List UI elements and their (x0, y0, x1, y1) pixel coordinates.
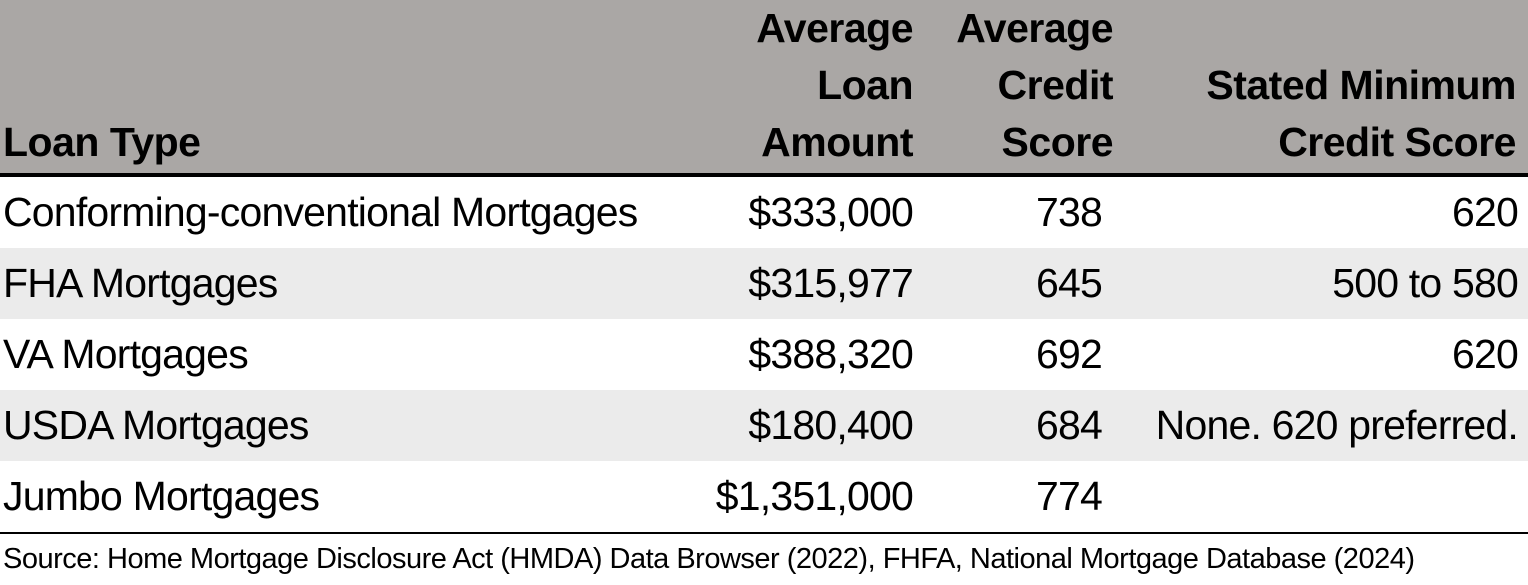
column-header-average-credit-score: Average Credit Score (927, 0, 1115, 177)
source-note: Source: Home Mortgage Disclosure Act (HM… (3, 543, 1415, 575)
cell-average-credit-score: 645 (1035, 260, 1103, 306)
cell-loan-type: VA Mortgages (3, 331, 249, 377)
table-row: FHA Mortgages $315,977 645 500 to 580 (0, 248, 1528, 319)
cell-stated-minimum: 500 to 580 (1332, 260, 1519, 306)
table-row: USDA Mortgages $180,400 684 None. 620 pr… (0, 390, 1528, 461)
cell-stated-minimum: 620 (1451, 189, 1519, 235)
cell-average-credit-score: 774 (1035, 473, 1103, 519)
cell-average-loan-amount: $315,977 (748, 260, 913, 306)
cell-average-loan-amount: $388,320 (748, 331, 913, 377)
table-row: VA Mortgages $388,320 692 620 (0, 319, 1528, 390)
column-header-average-loan-amount: Average Loan Amount (700, 0, 927, 177)
cell-average-credit-score: 684 (1035, 402, 1103, 448)
column-header-stated-minimum: Stated Minimum Credit Score (1115, 0, 1528, 177)
cell-loan-type: FHA Mortgages (3, 260, 278, 306)
cell-stated-minimum (1115, 461, 1528, 532)
cell-average-credit-score: 738 (1035, 189, 1103, 235)
table-row: Jumbo Mortgages $1,351,000 774 (0, 461, 1528, 532)
table-row: Conforming-conventional Mortgages $333,0… (0, 175, 1528, 248)
cell-stated-minimum: 620 (1451, 331, 1519, 377)
loan-comparison-table: Loan Type Average Loan Amount Average Cr… (0, 0, 1528, 532)
cell-average-loan-amount: $333,000 (748, 189, 913, 235)
cell-average-loan-amount: $180,400 (748, 402, 913, 448)
header-row: Loan Type Average Loan Amount Average Cr… (0, 0, 1528, 177)
cell-loan-type: Jumbo Mortgages (3, 473, 320, 519)
table-bottom-rule (0, 532, 1528, 534)
cell-average-credit-score: 692 (1035, 331, 1103, 377)
cell-loan-type: Conforming-conventional Mortgages (3, 189, 638, 235)
cell-loan-type: USDA Mortgages (3, 402, 309, 448)
cell-average-loan-amount: $1,351,000 (715, 473, 914, 519)
column-header-loan-type: Loan Type (0, 0, 700, 177)
cell-stated-minimum: None. 620 preferred. (1155, 402, 1519, 448)
